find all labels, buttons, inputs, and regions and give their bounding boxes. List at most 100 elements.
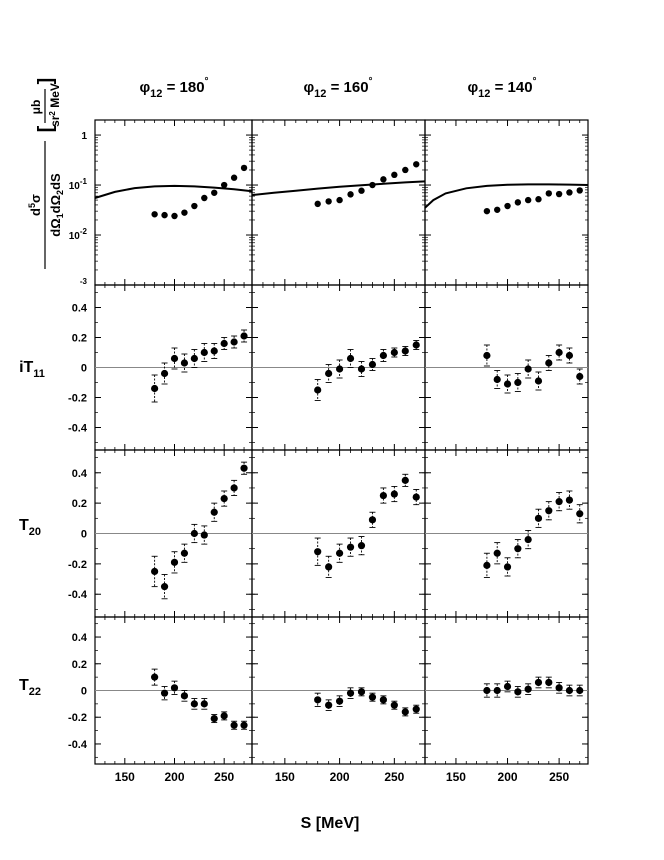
row-label-iT11: iT11 [19, 359, 45, 380]
data-point [240, 721, 248, 729]
data-point [230, 721, 238, 729]
data-point [390, 348, 398, 357]
data-point [240, 464, 248, 472]
x-tick-label: 200 [330, 770, 350, 784]
data-point [401, 476, 409, 484]
data-point [210, 508, 218, 516]
data-point [347, 191, 354, 198]
data-point [401, 708, 409, 716]
data-point [390, 701, 398, 709]
data-point [180, 549, 189, 557]
data-point [190, 700, 198, 708]
y-tick-label: -0.2 [68, 559, 87, 571]
y-tick-label: 0 [81, 686, 87, 698]
theory-curve [94, 184, 253, 199]
data-point [413, 161, 420, 168]
data-point [160, 369, 169, 378]
x-tick-label: 250 [384, 770, 404, 784]
data-point [412, 341, 420, 349]
x-tick-label: 250 [549, 770, 569, 784]
data-point [346, 689, 355, 697]
y-tick-label: 0.2 [72, 498, 87, 510]
data-point [379, 491, 387, 500]
y-tick-label: 0 [81, 529, 87, 541]
x-tick-label: 150 [446, 770, 466, 784]
data-point [545, 190, 552, 197]
data-point [514, 199, 522, 206]
theory-curve [251, 180, 426, 197]
data-point [230, 338, 238, 346]
data-point [151, 567, 159, 576]
data-point [380, 176, 387, 183]
data-point [314, 386, 322, 394]
data-point [555, 348, 563, 357]
svg-text:μb: μb [29, 100, 43, 115]
data-point [210, 347, 218, 355]
data-point [483, 207, 491, 215]
data-point [494, 206, 501, 213]
data-point [535, 196, 542, 203]
data-point [514, 545, 522, 553]
data-point [401, 347, 409, 355]
data-point [314, 548, 322, 556]
data-point [514, 688, 522, 696]
data-point [565, 686, 574, 695]
data-point [368, 360, 377, 369]
data-point [576, 187, 583, 194]
data-point [346, 354, 355, 363]
data-point [534, 514, 543, 522]
data-point [524, 535, 532, 544]
data-point [566, 189, 573, 196]
data-point [220, 494, 228, 503]
data-point [524, 365, 532, 373]
data-point [483, 561, 491, 569]
data-point [412, 705, 420, 713]
data-point [402, 166, 409, 174]
data-point [565, 351, 574, 360]
data-point [576, 510, 584, 518]
cross-section-axis-label: d5σ dΩ1dΩ2dS [ μb sr2 MeV ] [27, 78, 65, 269]
data-point [545, 678, 553, 687]
y-tick-label: 0.4 [72, 632, 88, 644]
y-tick-label: -3 [80, 277, 88, 286]
data-point [161, 211, 168, 219]
data-point [357, 542, 366, 550]
data-point [336, 196, 343, 204]
data-point [240, 332, 248, 340]
data-point [493, 549, 501, 557]
column-header-phi160: φ12 = 160° [303, 76, 372, 100]
data-point [357, 365, 366, 373]
data-point [503, 563, 512, 571]
x-axis-label: S [MeV] [301, 815, 360, 832]
data-point [576, 372, 584, 381]
data-point [335, 549, 344, 557]
data-point [358, 187, 365, 194]
y-tick-label: 1 [81, 131, 87, 142]
data-point [314, 200, 321, 208]
data-point [390, 490, 398, 498]
data-point [181, 209, 188, 216]
data-point [325, 198, 332, 205]
data-point [483, 686, 491, 695]
panel-frame [424, 119, 589, 286]
data-point [368, 516, 377, 524]
data-point [240, 164, 248, 172]
data-point [369, 181, 376, 189]
data-point [180, 359, 189, 367]
x-tick-label: 150 [275, 770, 295, 784]
data-point [200, 348, 208, 357]
data-point [379, 696, 387, 704]
data-point [335, 697, 344, 705]
data-point [555, 498, 563, 506]
data-point [210, 714, 218, 723]
data-point [524, 685, 532, 693]
data-point [180, 692, 189, 700]
y-tick-label: 0.2 [72, 333, 87, 345]
y-tick-label: 0.4 [72, 303, 88, 315]
data-point [483, 351, 491, 360]
data-point [357, 688, 366, 696]
data-point [170, 354, 179, 363]
data-point [379, 351, 387, 360]
data-point [325, 369, 333, 378]
data-point [545, 359, 553, 367]
